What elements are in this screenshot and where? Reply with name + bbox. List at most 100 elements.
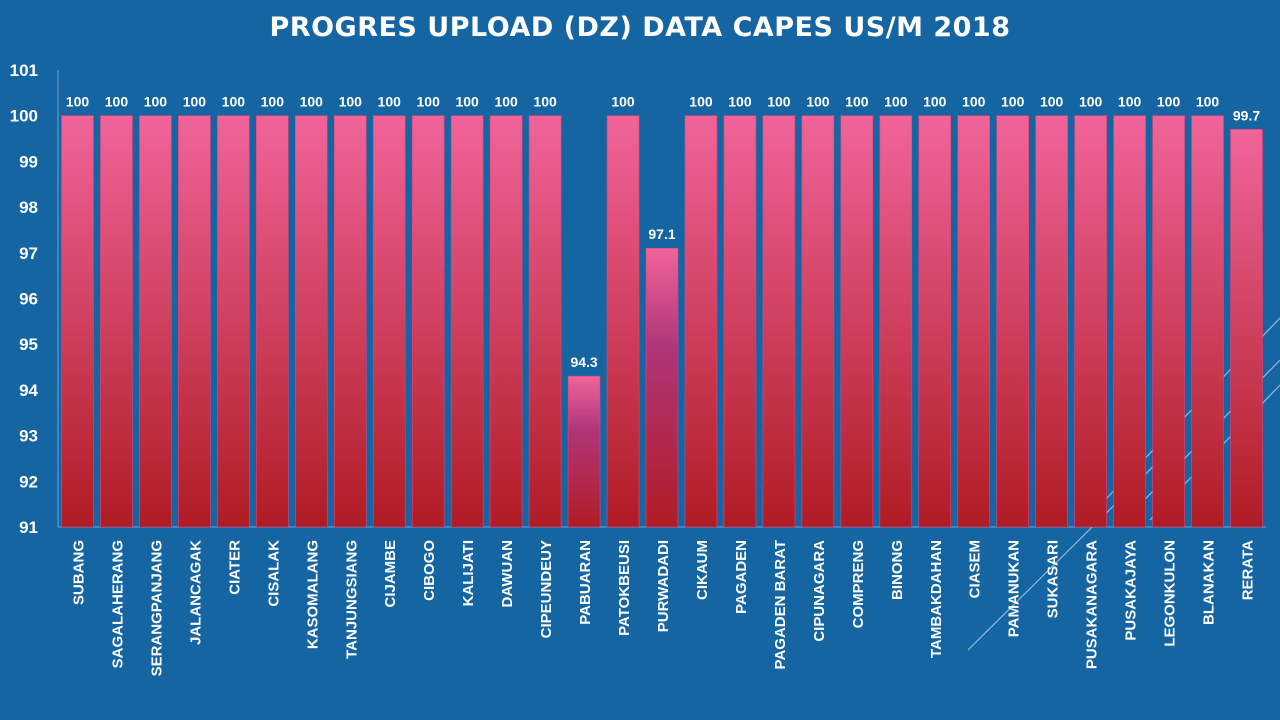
x-tick-label: SUKASARI <box>1045 540 1062 618</box>
bar <box>100 115 133 528</box>
data-label: 100 <box>339 94 363 110</box>
bar <box>61 115 94 528</box>
y-tick-label: 101 <box>10 61 38 80</box>
bar <box>723 115 757 528</box>
data-label: 100 <box>845 94 869 110</box>
x-tick-label: PAGADEN BARAT <box>772 540 789 669</box>
x-tick-label: TAMBAKDAHAN <box>928 540 945 658</box>
bar <box>1191 115 1224 528</box>
bar <box>1035 115 1068 528</box>
data-label: 100 <box>66 94 90 110</box>
data-label: 100 <box>1157 94 1181 110</box>
bar <box>879 115 913 528</box>
x-tick-label: CISALAK <box>265 540 282 607</box>
data-label: 100 <box>455 94 479 110</box>
bar <box>450 115 484 528</box>
data-label: 100 <box>1040 94 1064 110</box>
x-tick-label: PUSAKAJAYA <box>1123 540 1140 641</box>
bar <box>1230 129 1263 528</box>
y-tick-label: 99 <box>19 152 38 171</box>
bar <box>489 115 523 528</box>
data-label: 100 <box>222 94 246 110</box>
bar <box>957 115 991 528</box>
data-label: 100 <box>962 94 986 110</box>
data-label: 94.3 <box>570 354 597 370</box>
bar <box>372 115 406 528</box>
x-tick-label: CIKAUM <box>694 540 711 600</box>
x-tick-label: PABUARAN <box>577 540 594 625</box>
bar <box>256 115 289 528</box>
bar <box>918 115 952 528</box>
x-tick-label: CIPUNAGARA <box>811 540 828 642</box>
x-tick-label: PURWADADI <box>655 540 672 632</box>
y-tick-label: 97 <box>19 244 38 263</box>
x-tick-label: PAMANUKAN <box>1006 540 1023 637</box>
y-tick-label: 96 <box>19 290 38 309</box>
data-label: 100 <box>1001 94 1025 110</box>
x-tick-label: SUBANG <box>70 540 87 605</box>
y-tick-label: 91 <box>19 518 38 537</box>
x-tick-label: CIJAMBE <box>382 540 399 608</box>
x-tick-label: CIBOGO <box>421 540 438 601</box>
bar <box>1113 115 1146 528</box>
bars <box>61 115 1263 528</box>
x-tick-label: CIASEM <box>967 540 984 598</box>
data-label: 100 <box>417 94 441 110</box>
y-tick-label: 94 <box>19 381 38 400</box>
y-tick-label: 93 <box>19 427 38 446</box>
x-tick-label: PAGADEN <box>733 540 750 614</box>
y-tick-label: 98 <box>19 198 38 217</box>
data-labels: 100 100 100 100 100 100 100 100 100 100 100 100 100 9… <box>66 94 1261 370</box>
data-label: 100 <box>1079 94 1103 110</box>
data-label: 100 <box>923 94 947 110</box>
data-label: 100 <box>261 94 285 110</box>
data-label: 100 <box>105 94 129 110</box>
data-label: 100 <box>378 94 402 110</box>
x-tick-label: TANJUNGSIANG <box>343 540 360 659</box>
x-tick-label: COMPRENG <box>850 540 867 628</box>
x-tick-label: BLANAKAN <box>1201 540 1218 625</box>
bar <box>217 115 250 528</box>
x-tick-label: PUSAKANAGARA <box>1084 540 1101 669</box>
x-tick-label: CIATER <box>226 540 243 595</box>
bar <box>606 115 640 528</box>
bar <box>567 375 601 528</box>
x-tick-label: SAGALAHERANG <box>109 540 126 668</box>
x-tick-label: KALIJATI <box>460 540 477 606</box>
bar <box>684 115 718 528</box>
bar <box>645 247 679 528</box>
x-tick-label: CIPEUNDEUY <box>538 540 555 638</box>
data-label: 100 <box>806 94 830 110</box>
bar <box>178 115 211 528</box>
x-tick-label: RERATA <box>1240 540 1257 600</box>
x-axis-labels: SUBANG SAGALAHERANG SERANGPANJANG JALANCAGA… <box>70 540 1256 677</box>
data-label: 97.1 <box>648 226 675 242</box>
data-label: 99.7 <box>1233 107 1260 123</box>
bar <box>762 115 796 528</box>
x-tick-label: PATOKBEUSI <box>616 540 633 636</box>
data-label: 100 <box>767 94 791 110</box>
x-tick-label: DAWUAN <box>499 540 516 608</box>
data-label: 100 <box>494 94 518 110</box>
data-label: 100 <box>728 94 752 110</box>
bar <box>528 115 562 528</box>
bar <box>840 115 874 528</box>
bar <box>1152 115 1185 528</box>
x-tick-label: BINONG <box>889 540 906 600</box>
bar <box>333 115 367 528</box>
bar <box>295 115 328 528</box>
data-label: 100 <box>183 94 207 110</box>
bar <box>801 115 835 528</box>
data-label: 100 <box>533 94 557 110</box>
data-label: 100 <box>1118 94 1142 110</box>
data-label: 100 <box>884 94 908 110</box>
chart-title: PROGRES UPLOAD (DZ) DATA CAPES US/M 2018 <box>269 12 1011 43</box>
bar <box>996 115 1029 528</box>
x-tick-label: SERANGPANJANG <box>148 540 165 676</box>
y-tick-label: 95 <box>19 335 38 354</box>
bar <box>1074 115 1107 528</box>
data-label: 100 <box>689 94 713 110</box>
bar <box>411 115 445 528</box>
x-tick-label: KASOMALANG <box>304 540 321 649</box>
